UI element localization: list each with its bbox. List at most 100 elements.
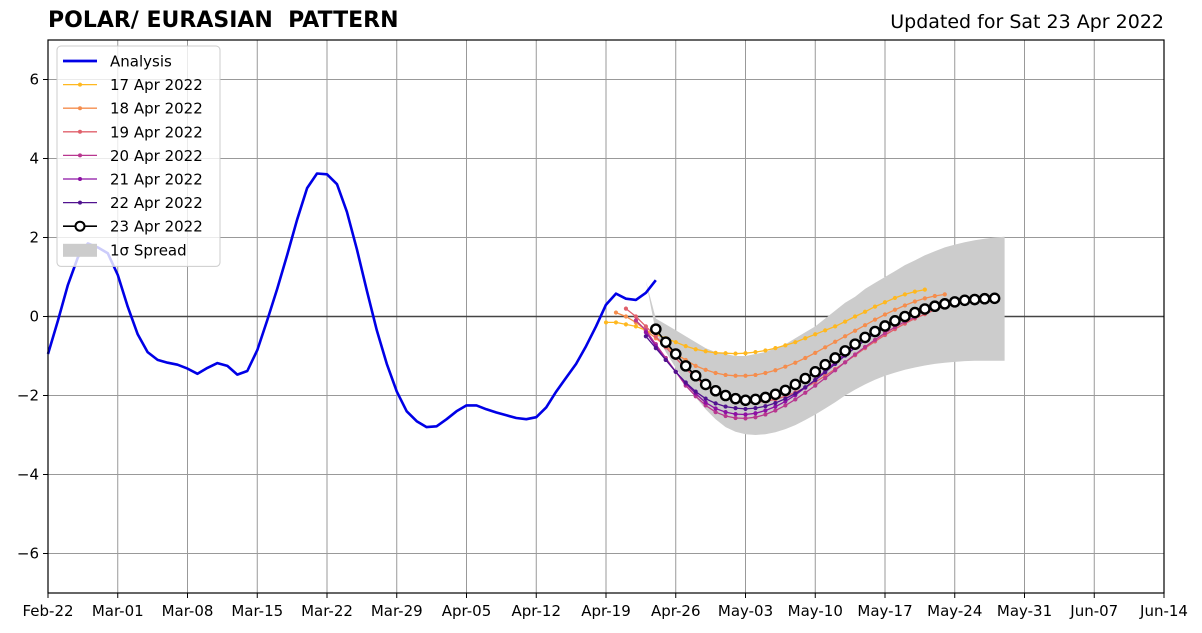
data-point-23-apr-2022 xyxy=(729,392,742,405)
data-point-22-apr-2022 xyxy=(703,396,708,401)
legend-swatch-marker xyxy=(74,220,86,232)
data-point-18-apr-2022 xyxy=(753,372,758,378)
data-point-21-apr-2022 xyxy=(703,400,708,405)
y-tick-label: −2 xyxy=(17,387,39,405)
legend-box xyxy=(56,45,221,267)
data-point-22-apr-2022 xyxy=(713,401,718,406)
data-point-21-apr-2022 xyxy=(753,411,758,416)
data-point-22-apr-2022 xyxy=(693,389,698,394)
data-point-22-apr-2022 xyxy=(803,385,808,390)
data-point-22-apr-2022 xyxy=(683,380,688,385)
data-point-23-apr-2022 xyxy=(929,300,941,313)
y-tick-label: 4 xyxy=(29,150,39,168)
data-point-23-apr-2022 xyxy=(869,325,881,338)
legend-label: 17 Apr 2022 xyxy=(110,76,203,94)
updated-date: Updated for Sat 23 Apr 2022 xyxy=(890,11,1164,33)
x-tick-label: Feb-22 xyxy=(22,602,73,620)
data-point-21-apr-2022 xyxy=(763,408,768,413)
data-point-23-apr-2022 xyxy=(819,358,832,371)
data-point-19-apr-2022 xyxy=(653,334,658,339)
data-point-20-apr-2022 xyxy=(813,383,818,388)
data-point-20-apr-2022 xyxy=(773,408,778,413)
data-point-20-apr-2022 xyxy=(723,413,728,419)
data-point-20-apr-2022 xyxy=(843,360,848,365)
legend-swatch-spread xyxy=(63,243,97,257)
data-point-20-apr-2022 xyxy=(833,368,838,373)
data-point-17-apr-2022 xyxy=(713,350,718,355)
data-point-23-apr-2022 xyxy=(789,378,802,391)
data-point-18-apr-2022 xyxy=(823,345,828,350)
spread-band xyxy=(645,236,1005,435)
data-point-17-apr-2022 xyxy=(862,309,868,314)
data-point-23-apr-2022 xyxy=(968,293,981,306)
x-tick-label: Apr-19 xyxy=(581,602,631,620)
data-point-21-apr-2022 xyxy=(713,406,718,411)
data-point-23-apr-2022 xyxy=(919,303,931,315)
data-point-17-apr-2022 xyxy=(793,340,798,345)
legend-swatch-marker xyxy=(78,177,82,181)
data-point-17-apr-2022 xyxy=(922,287,927,292)
data-point-18-apr-2022 xyxy=(912,299,917,304)
data-point-23-apr-2022 xyxy=(650,323,662,335)
data-point-18-apr-2022 xyxy=(713,370,718,376)
data-point-19-apr-2022 xyxy=(623,306,629,311)
x-tick-label: Mar-29 xyxy=(371,602,423,620)
y-tick-label: 0 xyxy=(29,308,39,326)
x-tick-label: Mar-22 xyxy=(301,602,353,620)
data-point-21-apr-2022 xyxy=(643,330,648,335)
data-point-18-apr-2022 xyxy=(803,355,808,361)
data-point-23-apr-2022 xyxy=(659,336,672,348)
data-point-17-apr-2022 xyxy=(853,314,858,319)
y-tick-label: 6 xyxy=(29,71,39,89)
data-point-17-apr-2022 xyxy=(823,328,828,333)
data-point-18-apr-2022 xyxy=(892,307,898,312)
data-point-17-apr-2022 xyxy=(773,346,778,351)
x-tick-label: Jun-14 xyxy=(1139,602,1188,620)
data-point-17-apr-2022 xyxy=(753,349,758,355)
data-point-18-apr-2022 xyxy=(932,293,937,299)
legend-swatch-marker xyxy=(78,106,82,111)
data-point-23-apr-2022 xyxy=(759,391,772,404)
data-point-18-apr-2022 xyxy=(872,317,878,322)
data-point-20-apr-2022 xyxy=(882,330,888,336)
data-point-22-apr-2022 xyxy=(723,404,728,409)
x-tick-label: Mar-08 xyxy=(162,602,214,620)
legend-swatch-marker xyxy=(78,200,82,205)
data-point-18-apr-2022 xyxy=(882,312,888,317)
data-point-18-apr-2022 xyxy=(623,314,629,319)
data-point-18-apr-2022 xyxy=(922,296,927,301)
data-point-17-apr-2022 xyxy=(872,304,878,309)
data-point-17-apr-2022 xyxy=(763,348,768,353)
data-point-18-apr-2022 xyxy=(743,373,748,378)
data-point-23-apr-2022 xyxy=(799,372,812,385)
data-point-23-apr-2022 xyxy=(679,360,692,372)
data-point-18-apr-2022 xyxy=(853,328,858,333)
series-line-18-apr-2022 xyxy=(615,293,945,377)
legend-label: 18 Apr 2022 xyxy=(110,100,203,118)
x-tick-label: May-31 xyxy=(997,602,1052,620)
data-point-23-apr-2022 xyxy=(769,388,782,401)
y-tick-label: 2 xyxy=(29,229,39,247)
data-point-18-apr-2022 xyxy=(843,334,848,339)
data-point-22-apr-2022 xyxy=(673,369,678,374)
data-point-20-apr-2022 xyxy=(793,397,798,402)
data-point-23-apr-2022 xyxy=(849,338,861,350)
data-point-22-apr-2022 xyxy=(743,406,748,412)
legend-label: 22 Apr 2022 xyxy=(110,194,203,212)
data-point-23-apr-2022 xyxy=(829,352,841,364)
data-point-18-apr-2022 xyxy=(793,360,798,365)
data-point-21-apr-2022 xyxy=(733,411,738,417)
data-point-22-apr-2022 xyxy=(643,334,648,339)
data-point-20-apr-2022 xyxy=(803,390,808,395)
data-point-23-apr-2022 xyxy=(948,296,961,308)
data-point-23-apr-2022 xyxy=(978,292,991,305)
data-point-18-apr-2022 xyxy=(733,373,738,378)
data-point-23-apr-2022 xyxy=(809,365,822,378)
data-point-20-apr-2022 xyxy=(872,337,878,342)
x-tick-label: May-24 xyxy=(927,602,982,620)
data-point-23-apr-2022 xyxy=(889,315,901,327)
data-point-20-apr-2022 xyxy=(763,412,768,417)
data-point-20-apr-2022 xyxy=(633,318,638,323)
data-point-22-apr-2022 xyxy=(793,391,798,396)
